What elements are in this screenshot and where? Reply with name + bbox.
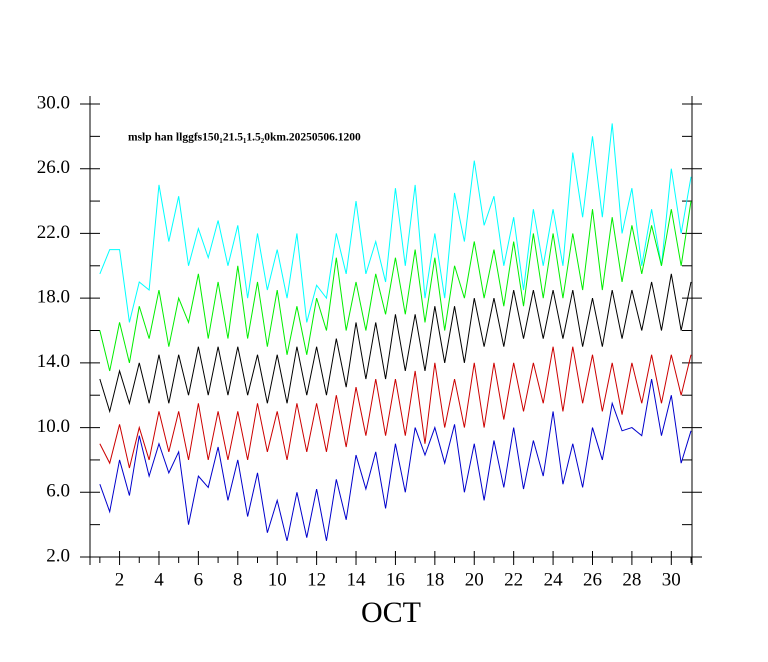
x-axis-label: OCT: [361, 596, 421, 629]
series-line: [99, 123, 692, 323]
x-tick-label: 6: [194, 569, 204, 590]
x-tick-label: 2: [115, 569, 125, 590]
y-tick-label: 10.0: [37, 416, 70, 437]
series-line: [99, 200, 692, 372]
y-tick-label: 26.0: [37, 157, 70, 178]
x-tick-label: 14: [347, 569, 367, 590]
x-tick-label: 20: [465, 569, 484, 590]
series-line: [99, 378, 692, 541]
x-tick-label: 24: [544, 569, 564, 590]
y-tick-label: 18.0: [37, 287, 70, 308]
x-tick-label: 4: [154, 569, 164, 590]
chart-title: mslp han llggfs150₁21.5₁1.5₂0km.20250506…: [128, 132, 361, 144]
series-line: [99, 346, 692, 469]
x-tick-label: 18: [425, 569, 444, 590]
x-tick-label: 30: [662, 569, 681, 590]
y-tick-label: 30.0: [37, 92, 70, 113]
x-tick-label: 8: [233, 569, 243, 590]
y-tick-label: 6.0: [46, 481, 70, 502]
x-tick-label: 12: [307, 569, 326, 590]
y-tick-label: 2.0: [46, 545, 70, 566]
series-line: [99, 273, 692, 414]
x-tick-label: 10: [268, 569, 287, 590]
y-tick-label: 14.0: [37, 351, 70, 372]
x-tick-label: 28: [622, 569, 641, 590]
x-tick-label: 16: [386, 569, 405, 590]
x-tick-label: 26: [583, 569, 602, 590]
y-tick-label: 22.0: [37, 222, 70, 243]
x-tick-label: 22: [504, 569, 523, 590]
